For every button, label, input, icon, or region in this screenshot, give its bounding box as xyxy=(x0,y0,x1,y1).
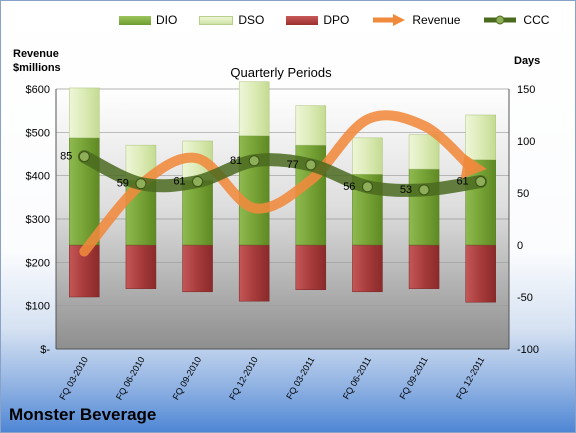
right-tick-label: -50 xyxy=(517,292,533,304)
legend-revenue-arrow-icon xyxy=(373,14,406,26)
ccc-point xyxy=(361,181,373,193)
ccc-data-label: 59 xyxy=(117,178,129,190)
left-tick-label: $200 xyxy=(26,257,50,269)
left-tick-label: $300 xyxy=(26,214,50,226)
bar-dpo xyxy=(408,244,440,289)
ccc-point xyxy=(192,176,204,188)
revenue-arrowhead xyxy=(460,154,487,179)
plot-title: Quarterly Periods xyxy=(230,65,332,80)
x-tick-label: FQ 12-2011 xyxy=(454,355,486,401)
ccc-point xyxy=(78,151,90,163)
right-tick-label: 50 xyxy=(517,188,529,200)
legend-dso-swatch xyxy=(199,15,234,25)
ccc-data-label: 56 xyxy=(343,181,355,193)
legend-dio-label: DIO xyxy=(156,13,178,27)
ccc-point xyxy=(418,184,430,196)
x-tick-label: FQ 09-2011 xyxy=(397,355,429,401)
legend-dio: DIO xyxy=(119,13,177,27)
ccc-data-label: 61 xyxy=(173,176,185,188)
x-tick-label: FQ 06-2010 xyxy=(114,355,147,402)
bar-dio xyxy=(408,168,440,246)
bar-dio xyxy=(238,135,270,246)
left-axis-title-line2: $millions xyxy=(13,62,61,74)
bar-dpo xyxy=(238,244,270,302)
x-tick-label: FQ 03-2011 xyxy=(284,355,316,401)
company-name: Monster Beverage xyxy=(9,405,157,424)
right-axis-title: Days xyxy=(514,55,541,67)
right-tick-label: 0 xyxy=(517,240,523,252)
bar-dpo xyxy=(352,244,383,293)
ccc-point xyxy=(135,178,147,190)
legend-dio-swatch xyxy=(119,15,151,25)
bar-dpo xyxy=(182,244,213,293)
bar-dso xyxy=(238,81,270,137)
left-tick-label: $100 xyxy=(26,301,50,313)
legend-ccc-label: CCC xyxy=(523,13,550,27)
right-tick-label: -100 xyxy=(517,344,539,356)
ccc-point xyxy=(475,176,487,188)
bar-dpo xyxy=(465,244,496,303)
right-tick-label: 150 xyxy=(517,84,535,96)
legend-revenue: Revenue xyxy=(371,13,460,27)
ccc-data-label: 81 xyxy=(230,155,242,167)
x-tick-label: FQ 09-2010 xyxy=(171,355,204,402)
ccc-point xyxy=(305,159,317,171)
left-axis-title: Revenue $millions xyxy=(13,47,61,75)
ccc-point xyxy=(248,155,260,167)
legend-revenue-label: Revenue xyxy=(412,13,461,27)
legend-ccc-line-icon xyxy=(484,15,517,25)
legend-dpo-swatch xyxy=(286,15,319,25)
legend-dso: DSO xyxy=(199,13,264,27)
bar-dpo xyxy=(125,244,157,289)
legend-dpo: DPO xyxy=(286,13,349,27)
x-tick-label: FQ 12-2010 xyxy=(227,355,260,402)
legend-dpo-label: DPO xyxy=(323,13,350,27)
bar-dso xyxy=(408,134,440,170)
ccc-data-label: 77 xyxy=(287,159,299,171)
left-tick-label: $600 xyxy=(26,84,50,96)
bar-dio xyxy=(182,180,213,246)
left-tick-label: $- xyxy=(40,344,50,356)
ccc-data-label: 61 xyxy=(456,176,468,188)
right-tick-label: 100 xyxy=(517,136,535,148)
bar-dso xyxy=(69,87,100,139)
legend-ccc: CCC xyxy=(482,13,549,27)
legend-dso-label: DSO xyxy=(238,13,265,27)
left-axis-title-line1: Revenue xyxy=(13,48,59,60)
legend: DIO DSO DPO Revenue CCC xyxy=(119,13,571,27)
bar-dpo xyxy=(295,244,327,290)
bar-dso xyxy=(352,137,383,175)
ccc-data-label: 85 xyxy=(60,151,72,163)
ccc-data-label: 53 xyxy=(400,184,412,196)
bar-dso xyxy=(465,114,496,160)
left-tick-label: $400 xyxy=(26,171,50,183)
x-tick-label: FQ 03-2010 xyxy=(57,355,90,402)
x-tick-label: FQ 06-2011 xyxy=(341,355,373,401)
bar-dso xyxy=(295,105,327,146)
left-tick-label: $500 xyxy=(26,127,50,139)
